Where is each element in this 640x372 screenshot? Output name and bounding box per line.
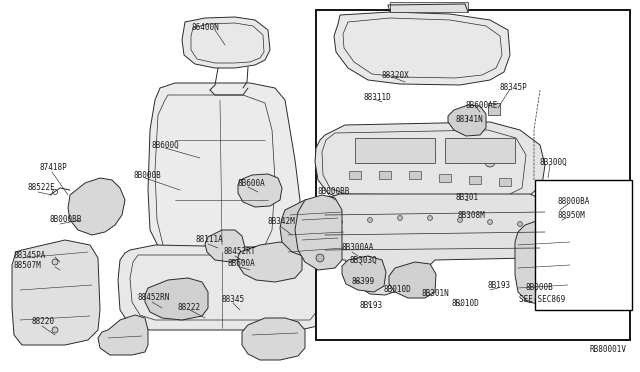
- Text: 8B010D: 8B010D: [451, 299, 479, 308]
- Polygon shape: [280, 198, 350, 258]
- Polygon shape: [334, 12, 510, 85]
- Text: 88222: 88222: [178, 302, 201, 311]
- Polygon shape: [389, 262, 436, 298]
- Text: 88345PA: 88345PA: [14, 250, 46, 260]
- Text: 88507M: 88507M: [14, 260, 42, 269]
- Text: 8B600A: 8B600A: [228, 259, 256, 267]
- Text: 8B010D: 8B010D: [383, 285, 411, 295]
- Bar: [409, 171, 421, 179]
- Text: 8B308M: 8B308M: [457, 211, 484, 219]
- Text: 8B301: 8B301: [455, 193, 478, 202]
- Text: 8B600Q: 8B600Q: [152, 141, 180, 150]
- Text: 88399: 88399: [352, 276, 375, 285]
- Bar: [445, 138, 515, 163]
- Circle shape: [485, 157, 495, 167]
- Text: 86400N: 86400N: [192, 23, 220, 32]
- Polygon shape: [182, 17, 270, 68]
- Bar: [355, 138, 435, 163]
- Circle shape: [425, 150, 435, 160]
- Text: 8B600A: 8B600A: [237, 179, 265, 187]
- Circle shape: [337, 219, 342, 224]
- Text: 88452RT: 88452RT: [224, 247, 257, 257]
- Polygon shape: [342, 256, 386, 292]
- Bar: [379, 171, 391, 179]
- Polygon shape: [238, 242, 302, 282]
- Text: 88320X: 88320X: [381, 71, 409, 80]
- Bar: [316, 10, 630, 340]
- Circle shape: [397, 215, 403, 221]
- Text: 88341N: 88341N: [456, 115, 484, 125]
- Text: 8B000BB: 8B000BB: [50, 215, 83, 224]
- Text: 88000BA: 88000BA: [557, 198, 589, 206]
- Bar: [439, 174, 451, 182]
- Bar: [488, 103, 500, 115]
- Text: RB80001V: RB80001V: [590, 346, 627, 355]
- Circle shape: [428, 215, 433, 221]
- Circle shape: [518, 221, 522, 227]
- Polygon shape: [295, 195, 342, 270]
- Text: SEE SEC869: SEE SEC869: [519, 295, 565, 304]
- Polygon shape: [305, 194, 558, 295]
- Polygon shape: [148, 83, 300, 258]
- Bar: [499, 178, 511, 186]
- Circle shape: [316, 254, 324, 262]
- Text: 8B600AE: 8B600AE: [465, 100, 497, 109]
- Polygon shape: [118, 245, 332, 330]
- Bar: [469, 176, 481, 184]
- Polygon shape: [145, 278, 208, 320]
- Text: 8B000BB: 8B000BB: [318, 187, 350, 196]
- Circle shape: [365, 153, 375, 163]
- Polygon shape: [98, 315, 148, 355]
- Text: 88111A: 88111A: [195, 235, 223, 244]
- Text: 88345P: 88345P: [499, 83, 527, 92]
- Circle shape: [395, 150, 405, 160]
- Text: 88220: 88220: [32, 317, 55, 327]
- Text: 88950M: 88950M: [557, 211, 585, 219]
- Text: 8B000B: 8B000B: [526, 282, 554, 292]
- Text: 88311D: 88311D: [363, 93, 391, 102]
- Polygon shape: [448, 105, 486, 136]
- Polygon shape: [238, 174, 282, 207]
- Text: 8B000B: 8B000B: [133, 170, 161, 180]
- Polygon shape: [315, 122, 545, 200]
- Text: 8B300AA: 8B300AA: [341, 244, 373, 253]
- Text: 8B193: 8B193: [487, 282, 510, 291]
- Text: 88522E: 88522E: [28, 183, 56, 192]
- Text: 8B342M: 8B342M: [268, 218, 296, 227]
- Circle shape: [488, 219, 493, 224]
- Text: 88345: 88345: [221, 295, 244, 304]
- Text: 8B300Q: 8B300Q: [540, 157, 568, 167]
- Polygon shape: [515, 218, 575, 305]
- Circle shape: [367, 218, 372, 222]
- Text: 8B301N: 8B301N: [422, 289, 450, 298]
- Bar: [535, 180, 632, 310]
- Bar: [390, 2, 468, 12]
- Circle shape: [52, 259, 58, 265]
- Circle shape: [52, 327, 58, 333]
- Circle shape: [455, 153, 465, 163]
- Text: 88452RN: 88452RN: [138, 294, 170, 302]
- Text: 8B193: 8B193: [360, 301, 383, 310]
- Polygon shape: [68, 178, 125, 235]
- Circle shape: [458, 218, 463, 222]
- Text: 8B303Q: 8B303Q: [349, 256, 377, 264]
- Text: 87418P: 87418P: [40, 164, 68, 173]
- Bar: [349, 171, 361, 179]
- Polygon shape: [12, 240, 100, 345]
- Polygon shape: [205, 230, 245, 262]
- Polygon shape: [242, 318, 305, 360]
